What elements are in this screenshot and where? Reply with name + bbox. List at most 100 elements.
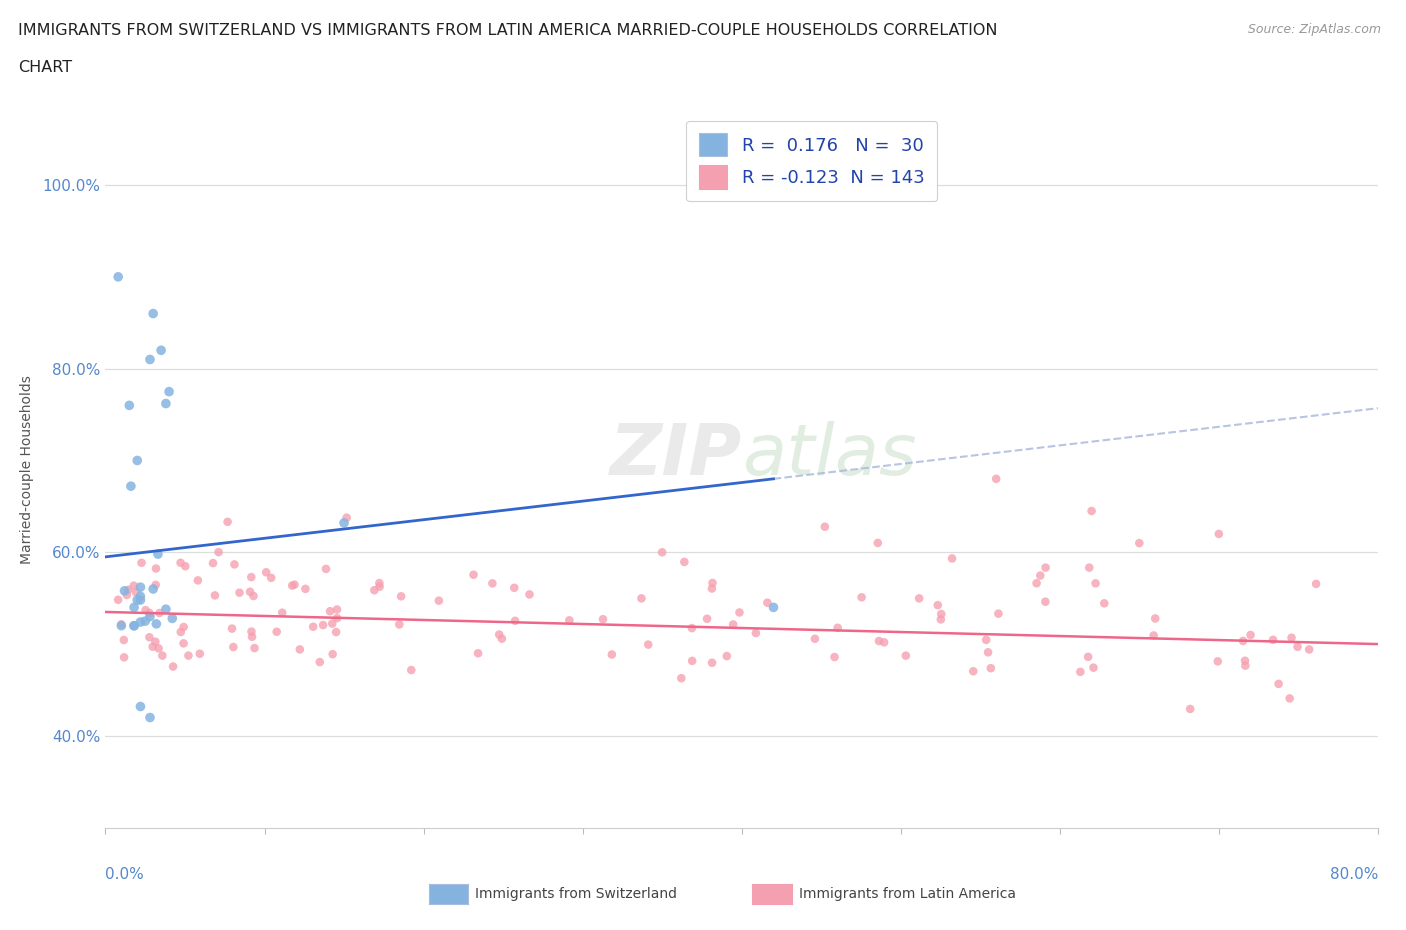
Point	[962, 664, 984, 679]
Point	[138, 605, 160, 620]
Point	[107, 270, 129, 285]
Point	[283, 578, 305, 592]
Point	[600, 647, 623, 662]
Point	[700, 656, 723, 671]
Point	[202, 555, 225, 570]
Point	[222, 640, 245, 655]
Point	[1078, 560, 1101, 575]
Point	[148, 605, 170, 620]
Point	[700, 581, 723, 596]
Point	[243, 641, 266, 656]
Point	[129, 699, 152, 714]
Point	[1281, 631, 1303, 645]
Point	[122, 600, 145, 615]
Point	[503, 580, 526, 595]
Point	[941, 551, 963, 566]
Point	[927, 598, 949, 613]
Point	[986, 472, 1008, 486]
Point	[673, 554, 696, 569]
Point	[1143, 628, 1166, 643]
Point	[1069, 664, 1091, 679]
Point	[145, 561, 167, 576]
Point	[1208, 526, 1230, 541]
Point	[1233, 653, 1256, 668]
Point	[929, 612, 952, 627]
Point	[427, 593, 450, 608]
Point	[173, 636, 195, 651]
Point	[127, 592, 149, 607]
Point	[745, 626, 768, 641]
Point	[1286, 639, 1309, 654]
Text: CHART: CHART	[18, 60, 72, 75]
Point	[110, 617, 132, 631]
Point	[756, 595, 779, 610]
Point	[488, 627, 510, 642]
Point	[162, 611, 184, 626]
Point	[1035, 594, 1057, 609]
Point	[1144, 611, 1167, 626]
Point	[122, 578, 145, 593]
Point	[138, 630, 160, 644]
Point	[336, 511, 359, 525]
Point	[716, 648, 738, 663]
Point	[242, 589, 264, 604]
Point	[142, 639, 165, 654]
Point	[322, 646, 344, 661]
Point	[326, 611, 349, 626]
Point	[254, 565, 277, 579]
Point	[294, 581, 316, 596]
Point	[150, 343, 173, 358]
Point	[519, 587, 541, 602]
Point	[217, 514, 239, 529]
Point	[1035, 560, 1057, 575]
Y-axis label: Married-couple Households: Married-couple Households	[20, 375, 34, 565]
Point	[118, 398, 141, 413]
Point	[315, 562, 337, 577]
Point	[827, 620, 849, 635]
Point	[260, 570, 283, 585]
Point	[1234, 658, 1257, 673]
Point	[204, 588, 226, 603]
Text: atlas: atlas	[742, 421, 917, 490]
Point	[228, 585, 250, 600]
Point	[1080, 503, 1102, 518]
Text: Immigrants from Latin America: Immigrants from Latin America	[799, 886, 1015, 901]
Point	[155, 396, 177, 411]
Point	[122, 618, 145, 633]
Point	[503, 614, 526, 629]
Point	[894, 648, 917, 663]
Point	[1025, 576, 1047, 591]
Point	[814, 519, 837, 534]
Point	[142, 306, 165, 321]
Text: IMMIGRANTS FROM SWITZERLAND VS IMMIGRANTS FROM LATIN AMERICA MARRIED-COUPLE HOUS: IMMIGRANTS FROM SWITZERLAND VS IMMIGRANT…	[18, 23, 998, 38]
Point	[368, 576, 391, 591]
Point	[240, 570, 263, 585]
Point	[107, 592, 129, 607]
Point	[142, 581, 165, 596]
Point	[467, 645, 489, 660]
Point	[319, 604, 342, 618]
Point	[157, 384, 180, 399]
Point	[308, 655, 330, 670]
Point	[224, 557, 246, 572]
Point	[671, 671, 693, 685]
Point	[207, 545, 229, 560]
Point	[145, 578, 167, 592]
Point	[114, 583, 136, 598]
Point	[187, 573, 209, 588]
Point	[266, 624, 288, 639]
Point	[134, 614, 156, 629]
Point	[333, 515, 356, 530]
Point	[143, 634, 166, 649]
Point	[1267, 676, 1289, 691]
Point	[696, 611, 718, 626]
Point	[129, 579, 152, 594]
Point	[558, 613, 581, 628]
Point	[110, 618, 132, 633]
Point	[977, 644, 1000, 659]
Point	[929, 606, 952, 621]
Point	[987, 606, 1010, 621]
Point	[122, 618, 145, 633]
Point	[325, 625, 347, 640]
Point	[1278, 691, 1301, 706]
